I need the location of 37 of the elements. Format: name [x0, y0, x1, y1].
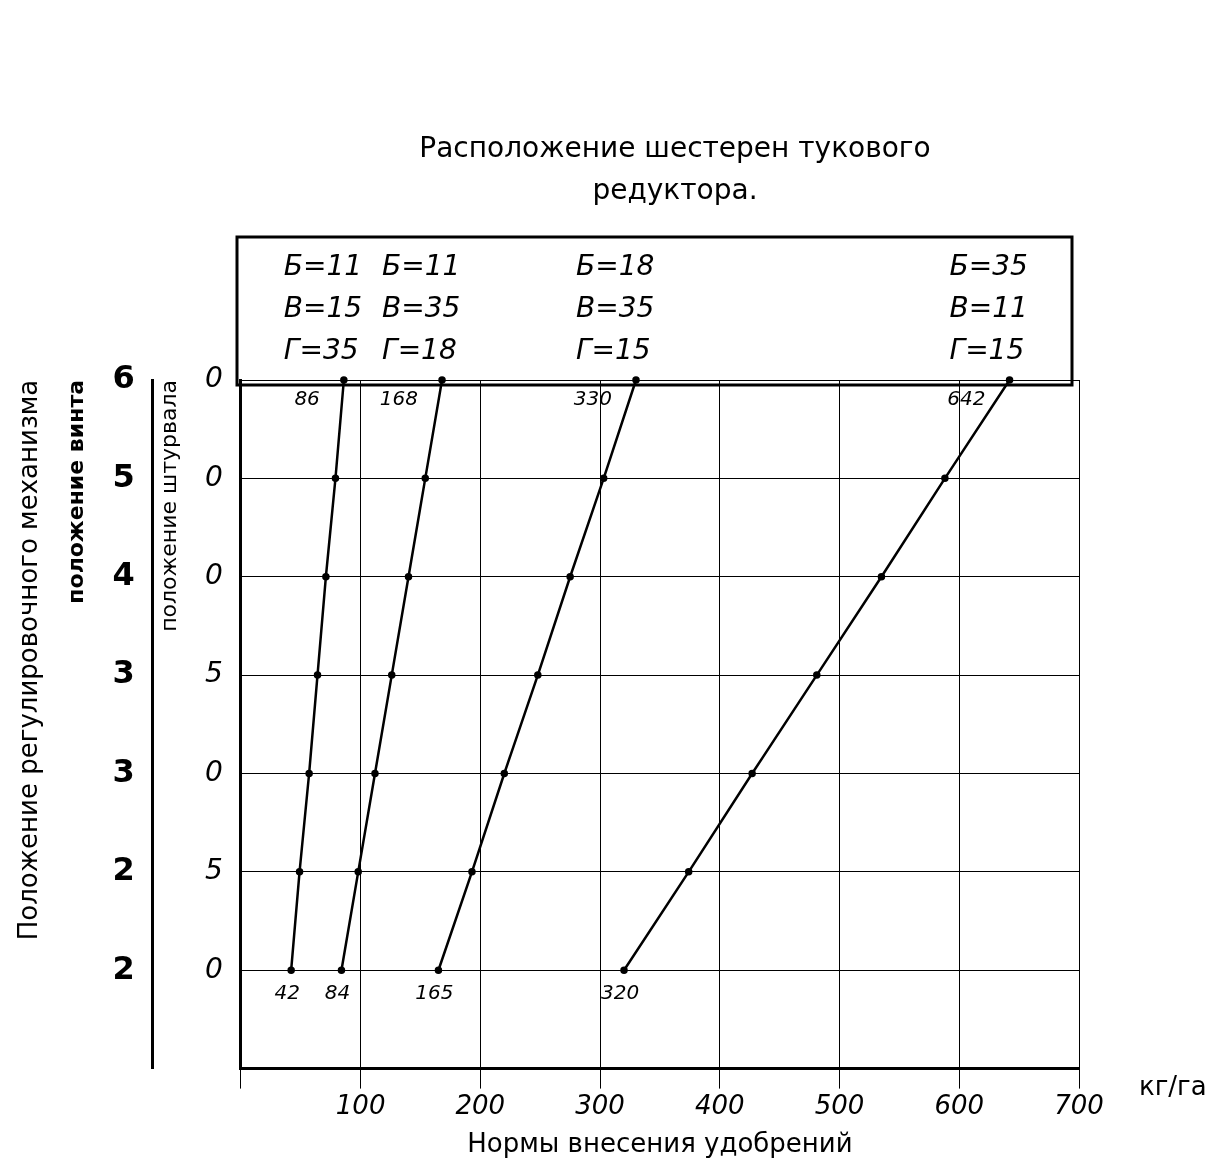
y2-tick-label: 5 [205, 656, 223, 690]
series-label: Б=18 В=35 Г=15 [575, 249, 655, 367]
x-tick-label: 200 [455, 1089, 506, 1120]
y2-tick-label: 0 [205, 361, 223, 395]
series-label: Б=11 В=35 Г=18 [382, 249, 461, 367]
y2-tick-label: 5 [205, 853, 223, 887]
series-label: Б=11 В=15 Г=35 [283, 249, 363, 367]
data-label: 84 [324, 980, 351, 1005]
text: кг/га [1139, 1071, 1207, 1102]
y-axis-title: положение винта [62, 380, 88, 604]
y2-tick-label: 0 [205, 951, 223, 985]
series-label: Б=35 В=11 Г=15 [949, 249, 1028, 367]
x-tick-label: 600 [934, 1089, 985, 1120]
data-label: 86 [294, 386, 320, 411]
y-tick-label: 5 [112, 456, 135, 495]
data-label: 320 [600, 980, 640, 1005]
data-label: 168 [379, 386, 419, 411]
y2-tick-label: 0 [205, 754, 223, 788]
x-tick-label: 400 [694, 1089, 745, 1120]
x-tick-label: 500 [814, 1089, 865, 1120]
x-axis-title: Нормы внесения удобрений [467, 1128, 853, 1159]
x-tick-label: 700 [1054, 1089, 1104, 1120]
y2-tick-label: 0 [205, 459, 223, 493]
chart-title: Расположение шестерен тукового редуктора. [419, 131, 931, 207]
y2-axis-title: положение штурвала [155, 380, 181, 632]
x-tick-label: 100 [335, 1089, 386, 1120]
y2-tick-label: 0 [205, 558, 223, 592]
x-tick-label: 300 [575, 1089, 625, 1120]
data-label: 42 [274, 980, 300, 1005]
y-tick-label: 3 [112, 751, 135, 790]
data-label: 165 [415, 980, 454, 1005]
y-tick-label: 2 [112, 948, 135, 987]
text: Положение регулировочного механизма [12, 379, 43, 941]
y-tick-label: 2 [112, 850, 135, 889]
y-tick-label: 4 [112, 555, 135, 594]
y-tick-label: 6 [112, 358, 135, 397]
y-tick-label: 3 [112, 653, 135, 692]
